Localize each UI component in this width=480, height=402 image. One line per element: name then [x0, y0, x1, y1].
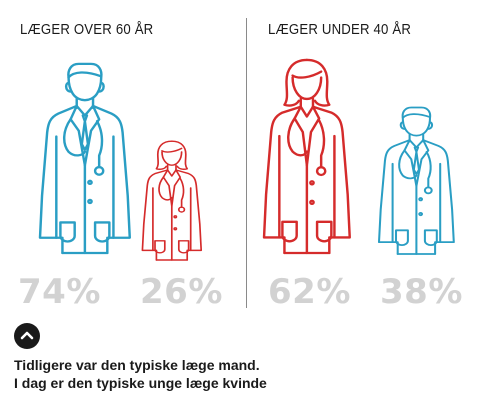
percent-female-over-60: 26% [140, 272, 223, 312]
male-doctor-icon [377, 106, 455, 256]
percent-female-under-40: 62% [268, 272, 351, 312]
caption-line-1: Tidligere var den typiske læge mand. [14, 357, 260, 373]
panel-title-under-40: LÆGER UNDER 40 ÅR [268, 21, 412, 38]
male-doctor-icon [38, 62, 131, 255]
percent-male-over-60: 74% [18, 272, 101, 312]
chevron-up-icon [20, 331, 34, 340]
female-doctor-icon [262, 58, 351, 255]
collapse-toggle-button[interactable] [14, 323, 40, 349]
panel-divider [246, 18, 247, 308]
female-doctor-icon [141, 140, 203, 261]
caption: Tidligere var den typiske læge mand. I d… [14, 356, 267, 392]
caption-line-2: I dag er den typiske unge læge kvinde [14, 375, 267, 391]
panel-title-over-60: LÆGER OVER 60 ÅR [20, 21, 154, 38]
percent-male-under-40: 38% [380, 272, 463, 312]
